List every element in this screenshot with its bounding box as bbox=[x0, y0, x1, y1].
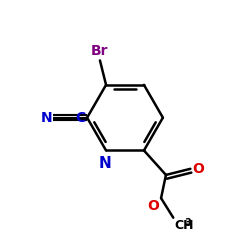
Text: O: O bbox=[192, 162, 204, 176]
Text: C: C bbox=[76, 111, 86, 125]
Text: Br: Br bbox=[91, 44, 109, 59]
Text: N: N bbox=[41, 111, 52, 125]
Text: N: N bbox=[98, 156, 111, 171]
Text: O: O bbox=[147, 199, 159, 213]
Text: 3: 3 bbox=[184, 218, 191, 228]
Text: CH: CH bbox=[174, 219, 194, 232]
